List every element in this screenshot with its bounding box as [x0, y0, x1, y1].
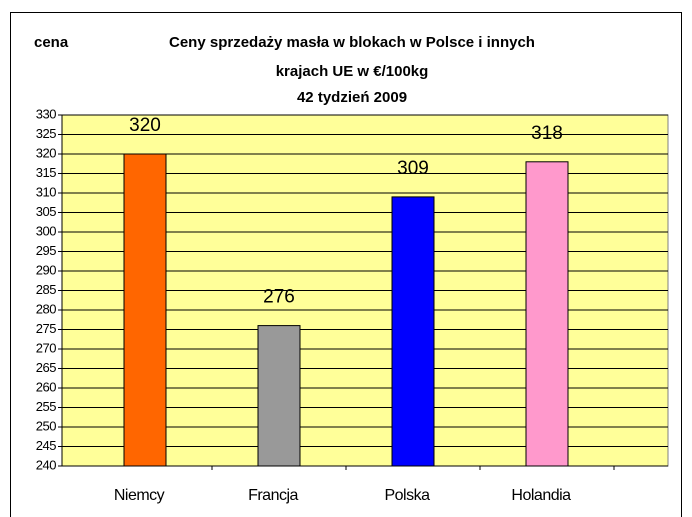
y-tick-label: 310 — [36, 184, 56, 199]
bar — [391, 196, 435, 467]
y-axis-label: cena — [34, 34, 69, 51]
y-tick-label: 330 — [36, 106, 56, 121]
y-tick-label: 280 — [36, 301, 56, 316]
bar — [525, 161, 569, 467]
y-tick-label: 245 — [36, 438, 56, 453]
chart-title: krajach UE w €/100kg — [276, 63, 429, 80]
bar — [257, 325, 301, 467]
y-tick-label: 270 — [36, 340, 56, 355]
x-tick-label: Francja — [248, 487, 298, 504]
y-tick-label: 275 — [36, 321, 56, 336]
y-tick-label: 320 — [36, 145, 56, 160]
x-tick-label: Polska — [384, 487, 430, 504]
y-tick-label: 290 — [36, 262, 56, 277]
data-label: 276 — [263, 287, 295, 308]
bar — [123, 153, 167, 467]
x-tick-label: Niemcy — [114, 487, 165, 504]
y-tick-label: 285 — [36, 282, 56, 297]
y-tick-label: 315 — [36, 165, 56, 180]
y-tick-label: 240 — [36, 457, 56, 472]
y-tick-label: 295 — [36, 243, 56, 258]
data-label: 320 — [129, 115, 161, 136]
y-tick-label: 325 — [36, 126, 56, 141]
y-tick-label: 300 — [36, 223, 56, 238]
y-tick-label: 260 — [36, 379, 56, 394]
y-tick-label: 265 — [36, 360, 56, 375]
y-tick-label: 255 — [36, 399, 56, 414]
chart-title: Ceny sprzedaży masła w blokach w Polsce … — [169, 34, 535, 51]
data-label: 318 — [531, 123, 563, 144]
y-tick-label: 250 — [36, 418, 56, 433]
y-tick-label: 305 — [36, 204, 56, 219]
x-tick-label: Holandia — [511, 487, 571, 504]
chart-title: 42 tydzień 2009 — [297, 89, 407, 106]
data-label: 309 — [397, 158, 429, 179]
